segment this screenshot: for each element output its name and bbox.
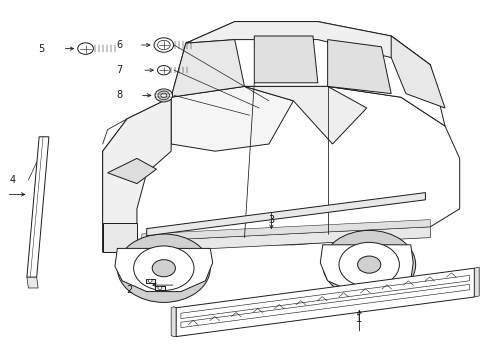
Circle shape [133,246,194,291]
Circle shape [158,91,169,100]
Circle shape [357,256,380,273]
Circle shape [152,260,175,277]
Polygon shape [185,22,429,65]
Circle shape [157,66,170,75]
Circle shape [338,242,399,287]
Text: 2: 2 [126,285,132,295]
Text: 3: 3 [268,215,274,225]
Polygon shape [171,307,176,337]
Circle shape [161,93,166,98]
Circle shape [148,279,152,282]
Polygon shape [254,36,317,83]
Polygon shape [171,22,444,126]
Polygon shape [473,267,478,297]
Text: 5: 5 [39,44,44,54]
Circle shape [117,234,210,302]
Text: 4: 4 [9,175,15,185]
Polygon shape [146,193,425,236]
Circle shape [155,89,172,102]
Text: 1: 1 [356,314,362,324]
Polygon shape [142,220,429,241]
Polygon shape [390,36,444,108]
Polygon shape [102,86,459,252]
Polygon shape [102,223,137,252]
Polygon shape [115,248,212,292]
Polygon shape [176,268,473,337]
Polygon shape [327,40,390,94]
Polygon shape [145,279,165,290]
Polygon shape [320,245,412,292]
Circle shape [154,38,173,52]
Polygon shape [244,86,366,144]
Polygon shape [107,158,156,184]
Text: 7: 7 [117,65,122,75]
Polygon shape [171,40,244,97]
Polygon shape [27,137,49,277]
Polygon shape [102,97,171,252]
Text: 6: 6 [117,40,122,50]
Polygon shape [142,227,429,252]
Circle shape [322,230,415,299]
Polygon shape [27,277,38,288]
Text: 8: 8 [117,90,122,100]
Polygon shape [171,86,293,151]
Circle shape [158,287,162,289]
Circle shape [78,43,93,54]
